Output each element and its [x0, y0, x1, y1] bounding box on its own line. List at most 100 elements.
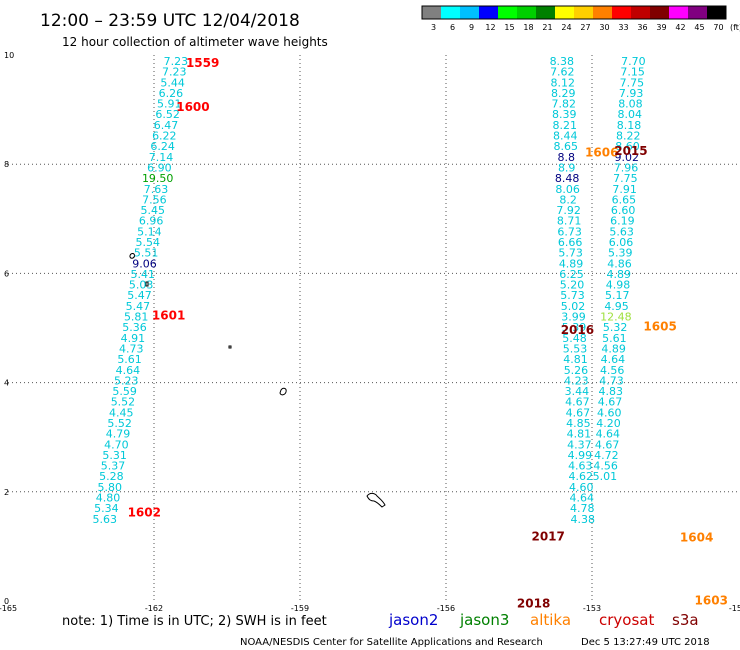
- swh-value: 5.80: [97, 481, 122, 494]
- chart-title: 12:00 – 23:59 UTC 12/04/2018: [40, 11, 300, 31]
- legend-swatch: [555, 6, 574, 19]
- swh-value: 4.79: [106, 428, 131, 441]
- swh-value: 5.36: [122, 321, 147, 334]
- swh-value: 5.48: [562, 332, 587, 345]
- swh-value: 4.63: [568, 460, 593, 473]
- swh-value: 8.06: [555, 183, 580, 196]
- x-tick-label: -156: [437, 604, 455, 613]
- legend-swatch: [612, 6, 631, 19]
- swh-value: 4.98: [606, 279, 631, 292]
- swh-value: 8.12: [551, 76, 576, 89]
- swh-value: 6.60: [611, 204, 636, 217]
- legend-label: 9: [469, 23, 474, 32]
- swh-value: 4.67: [566, 406, 591, 419]
- swh-value: 5.47: [126, 300, 151, 313]
- swh-value: 5.44: [160, 76, 185, 89]
- swh-value: 5.32: [603, 321, 628, 334]
- swh-value: 6.90: [147, 161, 172, 174]
- axis-tick-labels: -165 -162 -159 -156 -153 -150 0 2 4 6 8 10: [0, 51, 740, 613]
- swh-value: 4.73: [599, 374, 624, 387]
- time-label: 1559: [186, 56, 219, 70]
- swh-value: 5.01: [593, 470, 618, 483]
- satellite-cryosat: cryosat: [599, 611, 654, 629]
- altimeter-tracks: 7.237.235.446.265.916.526.476.226.247.14…: [92, 55, 645, 526]
- time-label: 2018: [517, 597, 550, 611]
- swh-value: 7.82: [552, 98, 577, 111]
- swh-value: 4.20: [596, 417, 621, 430]
- legend-label: 12: [485, 23, 495, 32]
- legend-swatch: [593, 6, 612, 19]
- swh-value: 4.89: [559, 257, 584, 270]
- legend-label: 39: [656, 23, 666, 32]
- swh-value: 6.25: [559, 268, 584, 281]
- legend-swatch: [707, 6, 726, 19]
- swh-value: 4.95: [604, 300, 629, 313]
- swh-value: 6.66: [558, 236, 583, 249]
- swh-value: 5.81: [124, 311, 149, 324]
- footer-note: note: 1) Time is in UTC; 2) SWH is in fe…: [62, 614, 327, 629]
- swh-value: 4.64: [116, 364, 141, 377]
- swh-value: 6.47: [154, 119, 179, 132]
- swh-value: 3.44: [565, 385, 590, 398]
- legend-swatch: [460, 6, 479, 19]
- swh-value: 5.23: [114, 374, 139, 387]
- time-label: 1601: [152, 308, 185, 322]
- legend-swatch: [574, 6, 593, 19]
- swh-value: 8.39: [552, 108, 577, 121]
- x-tick-label: -150: [729, 604, 740, 613]
- time-label: 2017: [531, 529, 564, 543]
- swh-value: 8.38: [550, 55, 575, 68]
- time-label: 1602: [128, 505, 161, 519]
- swh-value: 4.81: [567, 428, 592, 441]
- swh-value: 7.14: [149, 151, 174, 164]
- satellite-legend: jason2 jason3 altika cryosat s3a: [388, 611, 699, 629]
- legend-label: 24: [561, 23, 571, 32]
- swh-value: 6.73: [557, 225, 582, 238]
- swh-value: 8.21: [552, 119, 577, 132]
- swh-value: 5.39: [562, 321, 587, 334]
- swh-value: 4.72: [594, 449, 619, 462]
- time-label: 1600: [176, 100, 209, 114]
- swh-value: 7.93: [619, 87, 644, 100]
- legend-label: 30: [599, 23, 609, 32]
- swh-value: 5.37: [101, 460, 126, 473]
- swh-value: 7.62: [550, 66, 575, 79]
- y-tick-label: 6: [4, 269, 9, 278]
- swh-value: 5.28: [99, 470, 124, 483]
- island-outlines: [129, 253, 386, 508]
- swh-value: 4.56: [593, 460, 618, 473]
- time-label: 2015: [614, 144, 647, 158]
- legend-label: 45: [694, 23, 704, 32]
- swh-value: 8.22: [616, 130, 641, 143]
- swh-value: 8.2: [559, 193, 577, 206]
- swh-value: 4.86: [607, 257, 632, 270]
- swh-value: 4.91: [121, 332, 146, 345]
- swh-value: 6.65: [612, 193, 637, 206]
- y-tick-label: 10: [4, 51, 14, 60]
- legend-label: 21: [542, 23, 552, 32]
- legend-swatch: [631, 6, 650, 19]
- swh-value: 4.67: [595, 438, 620, 451]
- swh-value: 8.04: [617, 108, 642, 121]
- swh-value: 5.02: [561, 300, 586, 313]
- time-label: 2016: [561, 323, 594, 337]
- swh-value: 4.60: [569, 481, 594, 494]
- swh-value: 5.54: [136, 236, 161, 249]
- swh-value: 4.62: [569, 470, 594, 483]
- swh-value: 4.83: [598, 385, 623, 398]
- swh-value: 6.22: [152, 130, 177, 143]
- grid: [8, 55, 738, 601]
- y-tick-label: 0: [4, 597, 9, 606]
- swh-value: 5.17: [605, 289, 630, 302]
- legend-swatch: [536, 6, 555, 19]
- swh-value: 5.39: [608, 247, 633, 260]
- swh-value: 5.41: [131, 268, 156, 281]
- legend-label: 27: [580, 23, 590, 32]
- swh-value: 4.67: [598, 396, 623, 409]
- swh-value: 4.99: [568, 449, 593, 462]
- swh-value: 4.64: [570, 492, 595, 505]
- swh-value: 4.80: [96, 492, 121, 505]
- swh-value: 5.26: [564, 364, 589, 377]
- island-outline: [228, 345, 232, 349]
